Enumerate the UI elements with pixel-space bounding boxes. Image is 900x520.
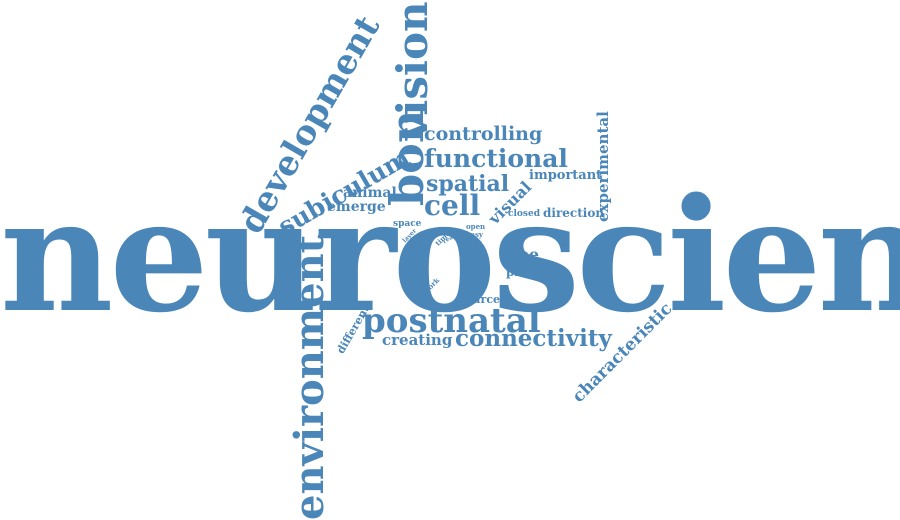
word-open: open	[466, 222, 486, 231]
word-cell: cell	[424, 189, 481, 222]
word-neuroscience: neuroscience	[0, 164, 900, 347]
word-source: source	[459, 293, 501, 306]
word-important: important	[529, 168, 603, 183]
word-easy: easy	[466, 230, 483, 239]
word-emerge: emerge	[327, 199, 386, 215]
word-type: type	[501, 245, 540, 264]
word-postnatal: postnatal	[362, 301, 541, 341]
word-direction: direction	[543, 206, 605, 220]
word-environment: environment	[286, 234, 333, 520]
word-controlling: controlling	[424, 123, 543, 145]
word-functional: functional	[424, 144, 568, 173]
word-animal: animal	[343, 185, 397, 201]
word-creating: creating	[382, 331, 453, 349]
word-closed: closed	[508, 209, 540, 219]
word-space: space	[393, 219, 422, 229]
word-connectivity: connectivity	[455, 325, 612, 352]
word-spatial: spatial	[426, 171, 510, 197]
word-place: place	[506, 265, 542, 279]
